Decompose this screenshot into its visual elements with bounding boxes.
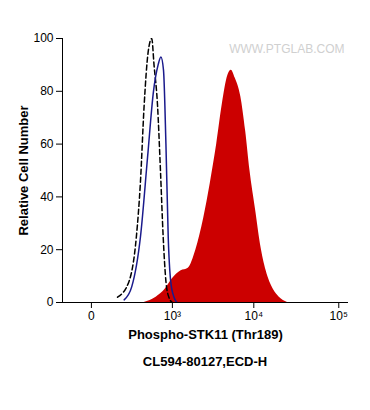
svg-text:10³: 10³: [164, 309, 181, 323]
html-text:CL594-80127,ECD-H: CL594-80127,ECD-H: [142, 354, 268, 369]
svg-text:40: 40: [40, 190, 54, 204]
svg-text:WWW.PTGLAB.COM: WWW.PTGLAB.COM: [229, 42, 344, 56]
svg-text:10⁴: 10⁴: [245, 309, 264, 323]
svg-text:10⁵: 10⁵: [330, 309, 348, 323]
svg-text:60: 60: [40, 137, 54, 151]
svg-text:20: 20: [40, 243, 54, 257]
svg-text:80: 80: [40, 84, 54, 98]
svg-text:Phospho-STK11 (Thr189): Phospho-STK11 (Thr189): [128, 327, 283, 342]
svg-text:100: 100: [33, 31, 53, 45]
svg-text:Relative Cell Number: Relative Cell Number: [16, 105, 31, 235]
svg-text:0: 0: [47, 295, 54, 309]
svg-text:0: 0: [88, 309, 95, 323]
